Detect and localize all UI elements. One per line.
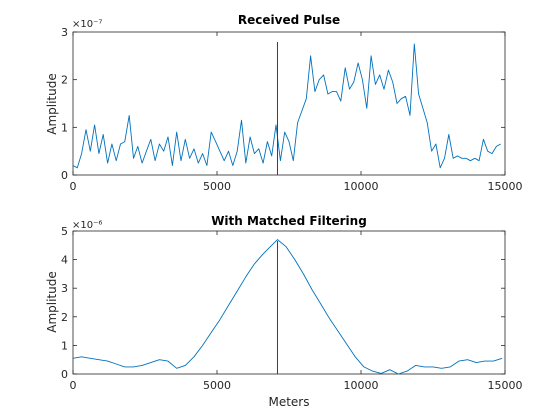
bottom-x-tick-label: 0	[70, 379, 77, 392]
bottom-plot-area: 0 5000 10000 15000 0 1 2 3 4 5	[61, 225, 523, 392]
bottom-axes-box	[72, 230, 506, 375]
bottom-x-tick-label: 15000	[488, 379, 523, 392]
bottom-x-axis-title: Meters	[268, 395, 309, 409]
top-chart-title: Received Pulse	[238, 13, 340, 27]
top-plot-area: 0 5000 10000 15000 0 1 2 3	[61, 26, 523, 193]
top-y-tick-label: 2	[61, 74, 68, 87]
bottom-y-tick-label: 3	[61, 282, 68, 295]
bottom-chart: With Matched Filtering ×10⁻⁶ Amplitude M…	[45, 214, 523, 409]
bottom-chart-title: With Matched Filtering	[211, 214, 367, 228]
top-chart: Received Pulse ×10⁻⁷ Amplitude 0 5000 1000…	[45, 13, 523, 193]
top-y-exponent: ×10⁻⁷	[72, 19, 102, 30]
bottom-y-tick-label: 2	[61, 311, 68, 324]
top-y-tick-label: 0	[61, 169, 68, 182]
top-axes-box	[72, 31, 506, 176]
bottom-y-tick-label: 0	[61, 368, 68, 381]
top-y-axis-title: Amplitude	[45, 73, 59, 135]
top-x-tick-label: 5000	[203, 180, 231, 193]
bottom-y-axis-title: Amplitude	[45, 271, 59, 333]
top-y-tick-label: 3	[61, 26, 68, 39]
bottom-y-exponent: ×10⁻⁶	[72, 220, 102, 231]
top-y-tick-label: 1	[61, 121, 68, 134]
bottom-x-tick-label: 10000	[344, 379, 379, 392]
top-x-tick-label: 10000	[344, 180, 379, 193]
bottom-x-tick-label: 5000	[203, 379, 231, 392]
bottom-y-tick-label: 5	[61, 225, 68, 238]
bottom-y-tick-label: 1	[61, 339, 68, 352]
top-x-tick-label: 0	[70, 180, 77, 193]
bottom-y-tick-label: 4	[61, 254, 68, 267]
bottom-series-line	[72, 239, 503, 375]
top-x-tick-label: 15000	[488, 180, 523, 193]
top-series-line	[72, 43, 501, 169]
